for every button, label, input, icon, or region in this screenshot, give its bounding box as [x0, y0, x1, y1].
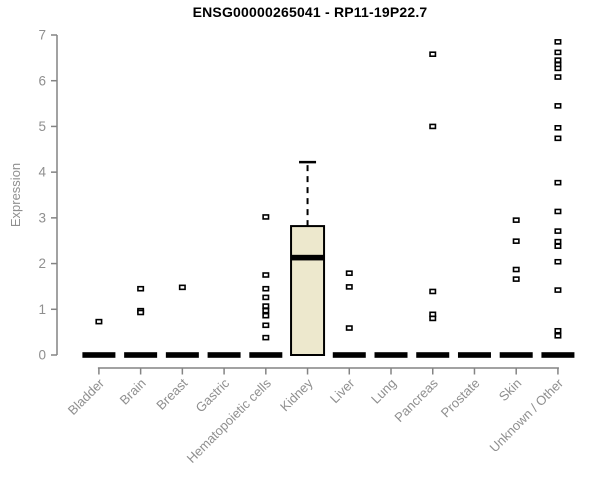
y-tick-label: 2 [38, 256, 46, 271]
x-category-label: Pancreas [391, 375, 441, 425]
outlier-point [262, 272, 270, 278]
x-category-label: Brain [117, 376, 149, 408]
outlier-point [262, 214, 270, 220]
x-category-label: Breast [153, 375, 190, 412]
x-category-label: Skin [496, 376, 524, 404]
outlier-point [429, 51, 437, 58]
outlier-point [345, 284, 353, 290]
x-category-label: Bladder [65, 375, 108, 418]
outlier-point [345, 270, 353, 276]
outlier-point [554, 258, 562, 265]
collapsed-box-median [499, 352, 533, 358]
outlier-point [512, 276, 520, 282]
y-tick-label: 4 [38, 165, 46, 180]
outlier-point [512, 217, 520, 223]
collapsed-box-median [207, 352, 241, 358]
outlier-point [554, 103, 562, 109]
outlier-point [262, 303, 270, 309]
outlier-point [137, 309, 145, 316]
collapsed-box-median [457, 352, 491, 358]
outlier-point [554, 65, 562, 72]
collapsed-box-median [165, 352, 199, 358]
y-tick-label: 0 [38, 348, 46, 363]
chart-title: ENSG00000265041 - RP11-19P22.7 [192, 4, 428, 20]
y-tick-label: 6 [38, 73, 46, 88]
outlier-point [262, 312, 270, 319]
outlier-point [554, 39, 562, 45]
outlier-point [137, 285, 145, 292]
outlier-point [429, 288, 437, 295]
collapsed-box-median [82, 352, 116, 358]
x-category-label: Kidney [277, 375, 316, 414]
outlier-point [512, 238, 520, 244]
outlier-point [429, 123, 437, 130]
outlier-point [262, 294, 270, 301]
outlier-point [345, 325, 353, 331]
collapsed-box-median [416, 352, 450, 358]
outlier-point [554, 49, 562, 56]
outlier-point [554, 135, 562, 142]
y-tick-label: 1 [38, 302, 46, 317]
outlier-point [262, 322, 270, 329]
collapsed-box-median [124, 352, 158, 358]
x-category-label: Liver [327, 375, 358, 406]
x-category-label: Prostate [438, 376, 483, 421]
outlier-point [95, 318, 103, 325]
outlier-point [178, 284, 186, 291]
collapsed-box-median [541, 352, 575, 358]
outlier-point [554, 238, 562, 245]
outlier-point [512, 266, 520, 273]
boxplot-box [290, 225, 326, 356]
outlier-point [554, 332, 562, 339]
outlier-point [262, 334, 270, 341]
outlier-point [429, 315, 437, 322]
outlier-point [262, 307, 270, 314]
outlier-point [554, 208, 562, 215]
outlier-point [554, 243, 562, 249]
y-tick-label: 3 [38, 210, 46, 225]
x-category-label: Unknown / Other [486, 375, 566, 455]
outlier-point [554, 74, 562, 80]
median-line [291, 254, 325, 261]
outlier-point [554, 287, 562, 293]
outlier-point [554, 327, 562, 334]
outlier-point [262, 285, 270, 292]
outlier-point [554, 228, 562, 234]
collapsed-box-median [332, 352, 366, 358]
x-category-label: Gastric [192, 375, 232, 415]
y-tick-label: 7 [38, 28, 46, 43]
outlier-point [554, 125, 562, 131]
x-category-label: Lung [368, 376, 399, 407]
outlier-point [554, 179, 562, 186]
collapsed-box-median [374, 352, 408, 358]
collapsed-box-median [249, 352, 283, 358]
outlier-point [554, 57, 562, 63]
y-tick-label: 5 [38, 119, 46, 134]
